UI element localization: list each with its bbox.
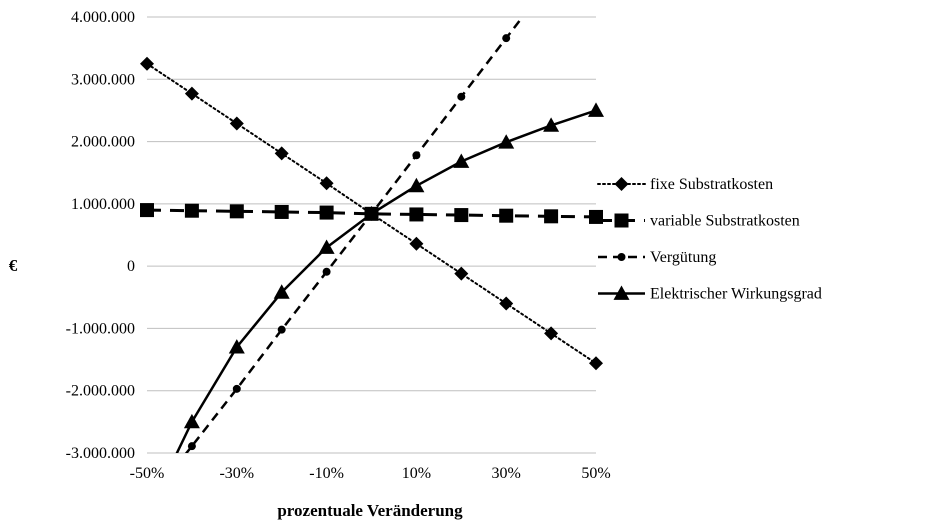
y-axis-title: € xyxy=(9,256,18,275)
x-tick-label: -10% xyxy=(309,465,344,482)
legend-label: Vergütung xyxy=(650,249,716,266)
data-point-variable-substratkosten xyxy=(499,208,514,223)
data-point-fixe-substratkosten xyxy=(184,86,199,101)
data-point-elektrischer-wirkungsgrad xyxy=(543,117,560,132)
y-tick-label: 4.000.000 xyxy=(71,9,135,26)
legend-label: variable Substratkosten xyxy=(650,213,800,230)
legend-marker xyxy=(617,253,626,261)
series-line-variable-substratkosten xyxy=(147,208,596,219)
legend-label: Elektrischer Wirkungsgrad xyxy=(650,286,822,303)
data-point-fixe-substratkosten xyxy=(229,116,244,131)
data-point-variable-substratkosten xyxy=(319,205,334,220)
gridlines xyxy=(147,16,596,454)
series-line-vergutung xyxy=(184,17,525,453)
data-point-fixe-substratkosten xyxy=(409,236,424,251)
data-point-fixe-substratkosten xyxy=(544,326,559,341)
data-point-vergutung xyxy=(412,151,421,160)
data-point-elektrischer-wirkungsgrad xyxy=(228,339,245,354)
data-point-elektrischer-wirkungsgrad xyxy=(183,413,200,429)
data-point-variable-substratkosten xyxy=(409,207,424,222)
y-tick-label: 1.000.000 xyxy=(71,196,135,213)
data-point-vergutung xyxy=(187,442,196,451)
legend: fixe Substratkosten variable Substratkost… xyxy=(597,176,822,303)
data-point-elektrischer-wirkungsgrad xyxy=(453,153,470,168)
y-tick-label: -1.000.000 xyxy=(66,320,135,337)
x-tick-label: 10% xyxy=(402,465,431,482)
y-tick-label: -2.000.000 xyxy=(66,383,135,400)
data-point-fixe-substratkosten xyxy=(140,56,154,71)
data-point-elektrischer-wirkungsgrad xyxy=(408,177,425,193)
legend-item-vergutung: Vergütung xyxy=(598,249,716,266)
legend-item-fixe-substratkosten: fixe Substratkosten xyxy=(597,176,773,193)
x-axis-tick-labels: -50% -30% -10% 10% 30% 50% xyxy=(130,465,611,482)
data-point-variable-substratkosten xyxy=(274,204,289,219)
data-point-vergutung xyxy=(502,34,511,43)
data-point-elektrischer-wirkungsgrad xyxy=(588,102,604,117)
data-point-fixe-substratkosten xyxy=(319,176,334,191)
x-tick-label: 30% xyxy=(492,465,521,482)
data-point-elektrischer-wirkungsgrad xyxy=(318,239,335,254)
legend-item-elektrischer-wirkungsgrad: Elektrischer Wirkungsgrad xyxy=(598,285,822,303)
y-tick-label: 3.000.000 xyxy=(71,71,135,88)
legend-item-variable-substratkosten: variable Substratkosten xyxy=(598,213,800,230)
legend-marker xyxy=(614,177,629,191)
series-lines xyxy=(147,17,596,453)
y-tick-label: 0 xyxy=(127,258,135,275)
x-tick-label: -50% xyxy=(130,465,165,482)
data-point-fixe-substratkosten xyxy=(589,356,603,371)
series-markers xyxy=(140,34,604,451)
data-point-fixe-substratkosten xyxy=(274,146,289,161)
x-tick-label: 50% xyxy=(581,465,610,482)
y-tick-label: 2.000.000 xyxy=(71,134,135,151)
data-point-vergutung xyxy=(322,267,331,276)
series-line-elektrischer-wirkungsgrad xyxy=(175,109,596,453)
data-point-fixe-substratkosten xyxy=(499,296,514,311)
data-point-variable-substratkosten xyxy=(229,204,244,219)
legend-marker xyxy=(614,213,629,228)
data-point-elektrischer-wirkungsgrad xyxy=(363,205,380,221)
y-axis-tick-labels: 4.000.000 3.000.000 2.000.000 1.000.000 0 -1.… xyxy=(66,9,135,462)
data-point-vergutung xyxy=(457,92,466,101)
x-tick-label: -30% xyxy=(219,465,254,482)
data-point-variable-substratkosten xyxy=(184,203,199,218)
data-point-variable-substratkosten xyxy=(544,209,559,224)
data-point-elektrischer-wirkungsgrad xyxy=(498,134,515,149)
legend-marker xyxy=(613,285,630,300)
data-point-variable-substratkosten xyxy=(454,208,469,223)
legend-label: fixe Substratkosten xyxy=(650,176,773,193)
data-point-fixe-substratkosten xyxy=(454,266,469,281)
data-point-elektrischer-wirkungsgrad xyxy=(273,284,290,299)
y-tick-label: -3.000.000 xyxy=(66,445,135,462)
data-point-vergutung xyxy=(232,384,241,393)
x-axis-title: prozentuale Veränderung xyxy=(277,501,463,520)
data-point-vergutung xyxy=(277,325,286,334)
data-point-variable-substratkosten xyxy=(140,203,154,218)
